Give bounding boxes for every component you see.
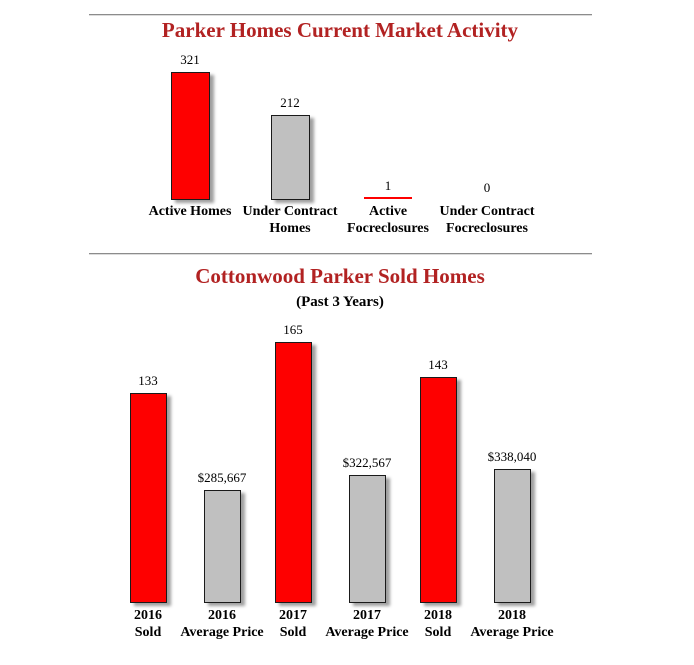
value-label-active-focreclosures: 1 — [384, 178, 392, 193]
bar-group-2018-sold: 143 2018 Sold — [402, 0, 474, 665]
bar-2016-sold — [129, 393, 167, 603]
bar-group-2017-sold: 165 2017 Sold — [257, 0, 329, 665]
category-label-2016-sold: 2016 Sold — [134, 608, 162, 640]
bar-group-2017-average-price: $322,567 2017 Average Price — [325, 0, 408, 665]
bar-under-contract-homes — [270, 115, 310, 200]
chart-subtitle-past-3-years: (Past 3 Years) — [296, 294, 384, 310]
category-label-active-focreclosures: Active Focreclosures — [347, 204, 429, 236]
value-label-2016-sold: 133 — [138, 373, 158, 388]
value-label-2018-sold: 143 — [428, 357, 448, 372]
bar-2017-sold — [274, 342, 312, 603]
category-label-2017-average-price: 2017 Average Price — [325, 608, 409, 640]
category-label-under-contract-homes: Under Contract Homes — [242, 204, 338, 236]
category-label-2018-sold: 2018 Sold — [424, 608, 452, 640]
category-label-2017-sold: 2017 Sold — [279, 608, 307, 640]
category-label-2018-average-price: 2018 Average Price — [470, 608, 554, 640]
category-label-2016-average-price: 2016 Average Price — [180, 608, 264, 640]
bar-active-focreclosures — [364, 197, 412, 199]
bar-group-2018-average-price: $338,040 2018 Average Price — [470, 0, 553, 665]
chart-title-market-activity: Parker Homes Current Market Activity — [161, 18, 519, 42]
value-label-under-contract-homes: 212 — [280, 95, 300, 110]
bar-2016-average-price — [203, 490, 241, 603]
category-label-active-homes: Active Homes — [148, 204, 232, 219]
bar-2017-average-price — [348, 475, 386, 603]
separator-line-top — [89, 14, 592, 16]
value-label-2017-average-price: $322,567 — [342, 455, 392, 470]
separator-line-middle — [89, 253, 592, 255]
chart-title-sold-homes: Cottonwood Parker Sold Homes — [195, 264, 485, 288]
value-label-2016-average-price: $285,667 — [197, 470, 247, 485]
bar-group-under-contract-focreclosures: 0 Under Contract Focreclosures — [437, 0, 537, 665]
bar-active-homes — [170, 72, 210, 200]
value-label-2018-average-price: $338,040 — [487, 449, 537, 464]
value-label-active-homes: 321 — [180, 52, 200, 67]
value-label-2017-sold: 165 — [283, 322, 303, 337]
category-label-under-contract-focreclosures: Under Contract Focreclosures — [439, 204, 535, 236]
bar-group-active-homes: 321 Active Homes — [140, 0, 240, 665]
bar-group-under-contract-homes: 212 Under Contract Homes — [240, 0, 340, 665]
value-label-under-contract-focreclosures: 0 — [483, 180, 491, 195]
bar-group-2016-average-price: $285,667 2016 Average Price — [180, 0, 263, 665]
bar-group-active-focreclosures: 1 Active Focreclosures — [338, 0, 438, 665]
bar-2018-sold — [419, 377, 457, 603]
bar-2018-average-price — [493, 469, 531, 603]
bar-group-2016-sold: 133 2016 Sold — [112, 0, 184, 665]
